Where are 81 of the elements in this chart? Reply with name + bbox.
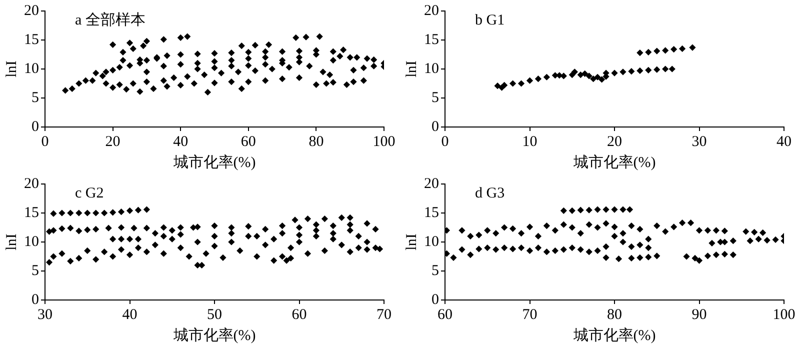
y-tick-label: 5 [32, 262, 39, 279]
x-tick-label: 100 [772, 306, 796, 323]
y-tick-label: 20 [424, 2, 439, 19]
x-tick-label: 80 [607, 306, 622, 323]
point [518, 80, 524, 87]
y-tick-label: 20 [24, 176, 39, 192]
point [556, 72, 563, 78]
x-tick-label: 90 [692, 306, 707, 323]
y-tick-label: 5 [432, 90, 439, 106]
x-tick-label: 50 [207, 306, 222, 323]
point [645, 49, 652, 56]
x-tick-label: 100 [372, 134, 396, 150]
x-tick-label: 80 [308, 134, 324, 150]
point [654, 48, 660, 54]
point [654, 66, 660, 73]
y-tick-label: 15 [24, 204, 39, 221]
x-axis-title: 城市化率(%) [572, 326, 656, 344]
point [526, 78, 533, 84]
y-axis-title: lnI [4, 234, 20, 250]
y-tick-label: 15 [424, 32, 439, 48]
x-axis-title: 城市化率(%) [572, 154, 656, 171]
point [689, 44, 696, 51]
point [586, 72, 592, 80]
point [544, 74, 550, 80]
y-tick-label: 10 [424, 234, 439, 250]
y-tick-label: 0 [32, 292, 39, 308]
point [670, 46, 677, 52]
chart-title: c G2 [75, 185, 104, 202]
point [494, 82, 501, 89]
x-tick-label: 40 [776, 134, 792, 150]
x-tick-label: 60 [438, 306, 452, 323]
x-tick-label: 40 [122, 306, 138, 323]
point [628, 68, 635, 74]
point [590, 76, 596, 82]
y-tick-label: 0 [432, 118, 439, 135]
point [611, 70, 618, 76]
x-tick-label: 20 [607, 134, 622, 150]
y-tick-label: 10 [24, 60, 39, 77]
point [662, 66, 668, 72]
point [578, 72, 584, 78]
point [669, 66, 676, 72]
y-axis-title: lnI [404, 60, 420, 78]
point [594, 74, 601, 80]
x-axis-title: 城市化率(%) [172, 326, 256, 344]
x-tick-label: 60 [240, 134, 256, 150]
y-tick-label: 20 [24, 2, 39, 19]
y-tick-label: 0 [432, 292, 439, 308]
y-tick-label: 5 [32, 90, 39, 106]
point [636, 50, 644, 56]
point [620, 68, 626, 75]
chart-title: d G3 [475, 185, 505, 202]
y-tick-label: 15 [424, 204, 439, 221]
point [510, 80, 516, 87]
x-tick-label: 60 [292, 306, 307, 323]
x-axis-title: 城市化率(%) [172, 154, 256, 171]
point [679, 46, 686, 52]
chart-title: b G1 [475, 12, 505, 28]
y-tick-label: 0 [32, 118, 39, 135]
y-tick-label: 20 [424, 176, 439, 192]
point [662, 47, 668, 54]
x-tick-label: 30 [692, 134, 707, 150]
y-tick-label: 10 [24, 234, 39, 250]
x-tick-label: 20 [105, 134, 120, 150]
point [572, 68, 578, 75]
y-axis-title: lnI [4, 60, 20, 78]
y-tick-label: 15 [24, 32, 39, 48]
chart-title: a 全部样本 [75, 11, 146, 28]
y-tick-label: 10 [424, 60, 439, 77]
x-tick-label: 30 [38, 306, 52, 323]
point [598, 76, 605, 83]
point [636, 68, 644, 74]
x-tick-label: 40 [173, 134, 188, 150]
x-tick-label: 70 [376, 306, 392, 323]
point [501, 82, 508, 88]
x-tick-label: 10 [522, 134, 538, 150]
point [535, 76, 542, 82]
x-tick-label: 70 [522, 306, 538, 323]
y-tick-label: 5 [432, 262, 439, 279]
point [645, 67, 652, 74]
y-axis-title: lnI [404, 234, 420, 250]
point [582, 70, 588, 77]
